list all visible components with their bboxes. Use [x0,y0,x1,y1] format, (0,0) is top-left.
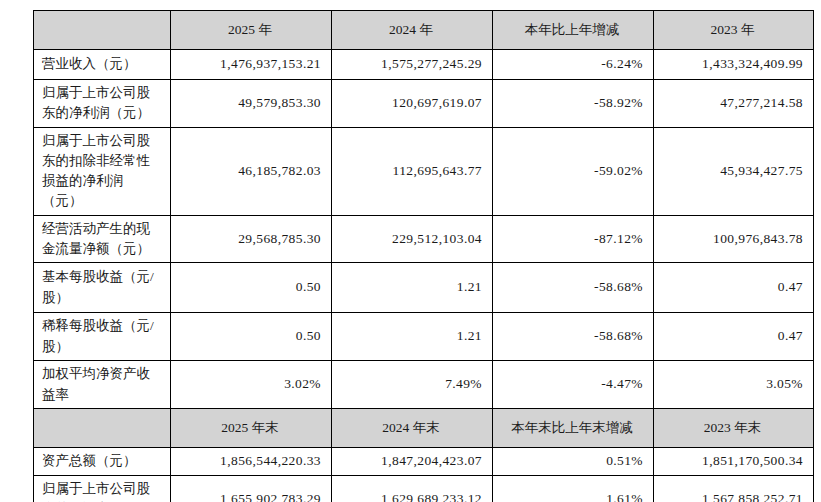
row-label: 基本每股收益（元/股） [34,263,171,313]
annual-header-row: 2025 年 2024 年 本年比上年增减 2023 年 [34,11,814,50]
cell-value: 1,629,689,233.12 [332,476,493,502]
document-page: 2025 年 2024 年 本年比上年增减 2023 年 营业收入（元） 1,4… [0,0,821,502]
yearend-header-row: 2025 年末 2024 年末 本年末比上年末增减 2023 年末 [34,409,814,448]
cell-value: -4.47% [493,361,654,409]
row-label: 归属于上市公司股东的净利润（元） [34,80,171,128]
cell-value: 1,433,324,409.99 [654,50,814,80]
cell-value: 47,277,214.58 [654,80,814,128]
cell-value: 1.21 [332,313,493,361]
cell-value: 46,185,782.03 [171,127,332,215]
row-label: 归属于上市公司股东的扣除非经常性损益的净利润（元） [34,127,171,215]
cell-value: -58.92% [493,80,654,128]
cell-value: 29,568,785.30 [171,215,332,263]
cell-value: 1.61% [493,476,654,502]
row-label: 经营活动产生的现金流量净额（元） [34,215,171,263]
column-header-yearend-change: 本年末比上年末增减 [493,409,654,448]
cell-value: 3.02% [171,361,332,409]
cell-value: 0.50 [171,263,332,313]
table-row-net-profit-deducted: 归属于上市公司股东的扣除非经常性损益的净利润（元） 46,185,782.03 … [34,127,814,215]
cell-value: 7.49% [332,361,493,409]
cell-value: -58.68% [493,313,654,361]
cell-value: 3.05% [654,361,814,409]
cell-value: 1,847,204,423.07 [332,448,493,476]
cell-value: 0.47 [654,263,814,313]
cell-value: 49,579,853.30 [171,80,332,128]
cell-value: -58.68% [493,263,654,313]
column-header-2023: 2023 年 [654,11,814,50]
column-header-yoy-change: 本年比上年增减 [493,11,654,50]
column-header-2025-end: 2025 年末 [171,409,332,448]
empty-corner-cell [34,11,171,50]
table-row-basic-eps: 基本每股收益（元/股） 0.50 1.21 -58.68% 0.47 [34,263,814,313]
column-header-2024-end: 2024 年末 [332,409,493,448]
empty-corner-cell [34,409,171,448]
cell-value: 0.50 [171,313,332,361]
cell-value: -87.12% [493,215,654,263]
cell-value: 1,476,937,153.21 [171,50,332,80]
cell-value: -59.02% [493,127,654,215]
cell-value: 112,695,643.77 [332,127,493,215]
table-row-revenue: 营业收入（元） 1,476,937,153.21 1,575,277,245.2… [34,50,814,80]
cell-value: 1,851,170,500.34 [654,448,814,476]
cell-value: -6.24% [493,50,654,80]
row-label: 归属于上市公司股东的净资产（元） [34,476,171,502]
cell-value: 100,976,843.78 [654,215,814,263]
cell-value: 229,512,103.04 [332,215,493,263]
cell-value: 45,934,427.75 [654,127,814,215]
financial-summary-table: 2025 年 2024 年 本年比上年增减 2023 年 营业收入（元） 1,4… [33,10,814,502]
column-header-2024: 2024 年 [332,11,493,50]
table-row-diluted-eps: 稀释每股收益（元/股） 0.50 1.21 -58.68% 0.47 [34,313,814,361]
cell-value: 0.47 [654,313,814,361]
cell-value: 0.51% [493,448,654,476]
table-row-weighted-avg-roe: 加权平均净资产收益率 3.02% 7.49% -4.47% 3.05% [34,361,814,409]
cell-value: 1.21 [332,263,493,313]
cell-value: 1,655,902,783.29 [171,476,332,502]
row-label: 资产总额（元） [34,448,171,476]
cell-value: 120,697,619.07 [332,80,493,128]
row-label: 营业收入（元） [34,50,171,80]
cell-value: 1,856,544,220.33 [171,448,332,476]
cell-value: 1,575,277,245.29 [332,50,493,80]
table-row-net-profit: 归属于上市公司股东的净利润（元） 49,579,853.30 120,697,6… [34,80,814,128]
cell-value: 1,567,858,252.71 [654,476,814,502]
row-label: 加权平均净资产收益率 [34,361,171,409]
table-row-total-assets: 资产总额（元） 1,856,544,220.33 1,847,204,423.0… [34,448,814,476]
column-header-2023-end: 2023 年末 [654,409,814,448]
column-header-2025: 2025 年 [171,11,332,50]
table-row-net-assets: 归属于上市公司股东的净资产（元） 1,655,902,783.29 1,629,… [34,476,814,502]
row-label: 稀释每股收益（元/股） [34,313,171,361]
table-row-operating-cash-flow: 经营活动产生的现金流量净额（元） 29,568,785.30 229,512,1… [34,215,814,263]
